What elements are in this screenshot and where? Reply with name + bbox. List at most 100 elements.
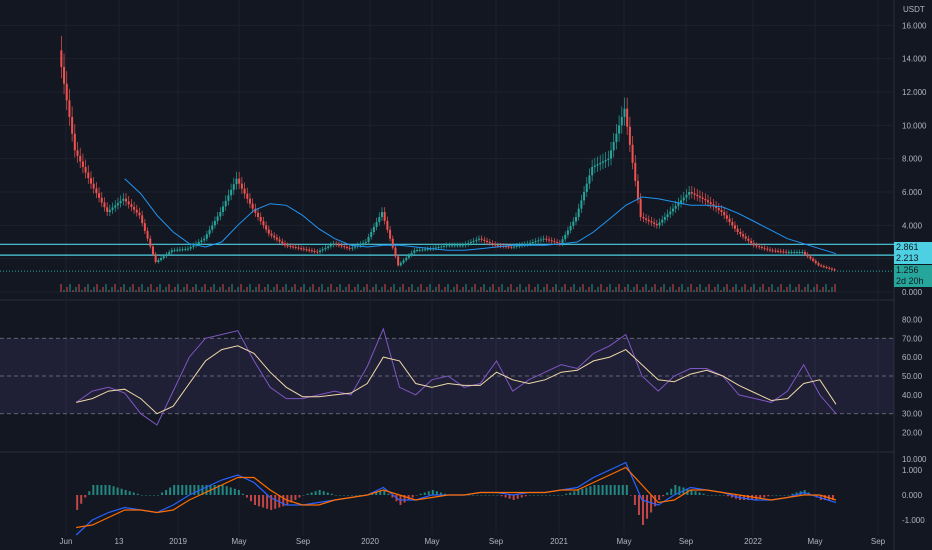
price-candle	[585, 183, 588, 192]
macd-histogram-bar	[338, 495, 341, 496]
price-candle	[313, 250, 316, 252]
volume-bar	[390, 287, 392, 292]
price-candle	[542, 238, 545, 240]
price-candle	[518, 245, 521, 247]
price-candle	[364, 242, 367, 244]
macd-signal-line	[76, 466, 837, 529]
price-candle	[192, 245, 195, 247]
price-candle	[636, 180, 639, 199]
price-candle	[343, 246, 346, 248]
volume-bar	[597, 287, 599, 292]
price-candle	[583, 192, 586, 201]
volume-bar	[363, 287, 365, 292]
price-candle	[359, 244, 362, 246]
macd-histogram-bar	[706, 495, 709, 496]
volume-bar	[792, 290, 794, 292]
volume-bar	[102, 287, 104, 292]
macd-histogram-bar	[775, 495, 778, 496]
price-candle	[243, 188, 246, 194]
macd-histogram-bar	[177, 485, 180, 495]
rsi-tick-label: 50.00	[902, 372, 923, 381]
price-candle	[138, 212, 141, 216]
price-candle	[246, 193, 249, 199]
price-candle	[122, 198, 125, 201]
price-candle	[483, 239, 486, 241]
volume-bar	[462, 287, 464, 292]
price-axis[interactable]: 16.000 14.000 12.000 10.000 8.000 6.000 4.000 2…	[902, 21, 927, 525]
price-candle	[596, 164, 599, 166]
volume-bar	[564, 284, 566, 292]
price-candle	[820, 265, 823, 267]
macd-histogram-bar	[140, 495, 143, 496]
macd-histogram-bar	[718, 495, 721, 496]
price-candle	[168, 252, 171, 255]
macd-histogram-bar	[205, 485, 208, 495]
rsi-panel[interactable]	[0, 327, 894, 426]
volume-bar	[582, 284, 584, 292]
price-candle	[283, 243, 286, 246]
price-candle	[669, 211, 672, 215]
time-tick-label: 2019	[169, 537, 187, 546]
macd-histogram-bar	[201, 485, 204, 495]
price-candle	[774, 250, 777, 252]
macd-panel[interactable]	[75, 461, 837, 536]
price-candle	[491, 243, 494, 245]
volume-bar	[294, 284, 296, 292]
price-candle	[779, 251, 782, 253]
price-candle	[181, 249, 184, 251]
volume-bar	[558, 290, 560, 292]
macd-histogram-bar	[791, 493, 794, 495]
macd-histogram-bar	[678, 486, 681, 495]
price-candle	[553, 241, 556, 243]
macd-histogram-bar	[213, 485, 216, 495]
price-candle	[628, 126, 631, 145]
price-candle	[717, 208, 720, 211]
volume-bar	[411, 284, 413, 292]
volume-bars	[60, 284, 836, 292]
price-candle	[224, 200, 227, 207]
macd-histogram-bar	[197, 485, 200, 495]
price-candle	[257, 212, 260, 217]
price-candle	[690, 192, 693, 194]
volume-bar	[336, 287, 338, 292]
price-candle	[736, 228, 739, 232]
macd-histogram-bar	[124, 490, 127, 495]
volume-bar	[66, 287, 68, 292]
macd-histogram-bar	[217, 485, 220, 495]
price-candle	[715, 206, 718, 209]
time-axis[interactable]: Jun 13 2019 May Sep 2020 May Sep 2021 May Sep 2022 M…	[60, 537, 886, 546]
price-panel[interactable]	[0, 35, 894, 272]
rsi-tick-label: 40.00	[902, 391, 923, 400]
volume-bar	[822, 287, 824, 292]
price-candle	[146, 230, 149, 239]
volume-bar	[195, 284, 197, 292]
volume-bar	[492, 284, 494, 292]
price-candle	[720, 210, 723, 212]
macd-histogram-bar	[314, 491, 317, 495]
macd-histogram-bar	[439, 492, 442, 495]
price-candle	[607, 158, 610, 161]
macd-histogram-bar	[633, 495, 636, 505]
volume-bar	[150, 284, 152, 292]
volume-bar	[123, 284, 125, 292]
volume-bar	[711, 290, 713, 292]
macd-histogram-bar	[540, 495, 543, 496]
price-candle	[477, 238, 480, 240]
volume-bar	[594, 290, 596, 292]
price-candle	[653, 222, 656, 224]
price-candle	[410, 252, 413, 256]
price-candle	[723, 212, 726, 216]
volume-bar	[264, 287, 266, 292]
macd-histogram-bar	[613, 485, 616, 495]
price-candle	[537, 240, 540, 242]
volume-bar	[252, 290, 254, 292]
price-candle	[459, 245, 462, 247]
price-candle	[677, 203, 680, 206]
price-candle	[370, 232, 373, 237]
macd-histogram-bar	[573, 491, 576, 495]
volume-bar	[282, 287, 284, 292]
grid-lines	[0, 0, 895, 550]
price-candle	[248, 198, 251, 204]
price-candle	[806, 254, 809, 257]
